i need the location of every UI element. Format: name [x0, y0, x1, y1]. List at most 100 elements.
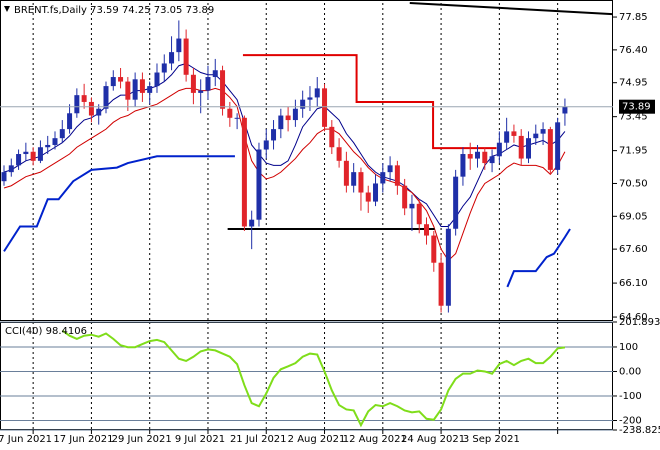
- candle-body: [30, 151, 36, 161]
- candle-body: [431, 235, 437, 263]
- cci-panel: [0, 322, 613, 430]
- candle-body: [460, 154, 466, 177]
- candle-body: [482, 151, 488, 164]
- candle-body: [161, 63, 167, 73]
- y-tick-label: -100: [619, 391, 642, 402]
- candle-body: [1, 172, 7, 182]
- x-tick-label: 12 Aug 2021: [343, 434, 407, 445]
- candle-body: [387, 165, 393, 173]
- candle-body: [343, 160, 349, 186]
- candle-body: [445, 228, 451, 306]
- candle-body: [475, 151, 481, 159]
- candle-body: [190, 74, 196, 93]
- y-tick-label: 76.40: [619, 45, 648, 56]
- indicator-line: [3, 87, 566, 262]
- candle-body: [227, 108, 233, 118]
- y-tick-label: 70.50: [619, 178, 648, 189]
- candle-body: [562, 106, 568, 114]
- candle-body: [154, 72, 160, 87]
- candle-body: [394, 165, 400, 186]
- x-tick-label: 29 Jun 2021: [112, 434, 172, 445]
- y-tick-label: 201.8937: [619, 317, 660, 328]
- candle-body: [496, 142, 502, 157]
- cci-header: CCI(40) 98.4106: [5, 326, 87, 337]
- chart-header: BRENT.fs,Daily 73.59 74.25 73.05 73.89: [14, 5, 214, 16]
- price-panel: [0, 0, 613, 321]
- candle-body: [322, 88, 328, 127]
- last-high: 74.25: [122, 5, 151, 16]
- indicator-line: [242, 54, 497, 150]
- candle-body: [125, 81, 131, 100]
- candle-body: [438, 262, 444, 306]
- candle-body: [307, 97, 313, 100]
- candle-body: [132, 79, 138, 100]
- candle-body: [234, 117, 240, 119]
- x-tick-label: 17 Jun 2021: [53, 434, 113, 445]
- y-tick-label: 100: [619, 342, 638, 353]
- plot-layer: [0, 2, 613, 431]
- candle-body: [74, 95, 80, 114]
- candle-body: [16, 154, 22, 166]
- y-tick-label: 0.00: [619, 366, 641, 377]
- candle-body: [292, 108, 298, 121]
- candle-body: [358, 172, 364, 193]
- candle-body: [511, 131, 517, 136]
- candle-body: [103, 86, 109, 109]
- candle-body: [555, 122, 561, 170]
- candle-body: [8, 165, 14, 173]
- candle-body: [300, 99, 306, 109]
- y-tick-label: 73.45: [619, 112, 648, 123]
- candle-body: [263, 140, 269, 150]
- candle-body: [271, 129, 277, 141]
- candle-body: [540, 129, 546, 134]
- candle-body: [504, 131, 510, 143]
- y-tick-label: 69.05: [619, 211, 648, 222]
- indicator-line: [409, 2, 613, 16]
- candle-body: [314, 88, 320, 98]
- indicator-line: [506, 228, 571, 288]
- candle-body: [256, 149, 262, 220]
- symbol-icon: [4, 6, 10, 12]
- candle-body: [249, 219, 255, 227]
- candle-body: [52, 138, 58, 145]
- indicator-line: [3, 155, 235, 252]
- candle-body: [205, 77, 211, 91]
- candle-body: [373, 183, 379, 202]
- candle-body: [241, 117, 247, 227]
- candle-body: [285, 115, 291, 121]
- candle-body: [118, 77, 124, 82]
- candle-body: [139, 79, 145, 93]
- candle-body: [533, 133, 539, 139]
- candle-body: [525, 138, 531, 159]
- y-tick-label: 77.85: [619, 12, 648, 23]
- candle-body: [169, 52, 175, 64]
- candle-body: [198, 90, 204, 93]
- candle-body: [88, 101, 94, 116]
- candle-body: [329, 126, 335, 148]
- candle-body: [212, 70, 218, 78]
- x-tick-label: 9 Jul 2021: [175, 434, 225, 445]
- candle-body: [147, 86, 153, 93]
- x-tick-label: 2 Aug 2021: [288, 434, 346, 445]
- price-box: [619, 99, 655, 114]
- candle-body: [96, 108, 102, 116]
- candle-body: [278, 115, 284, 130]
- candle-body: [67, 113, 73, 130]
- y-tick-label: 66.10: [619, 278, 648, 289]
- x-tick-label: 21 Jul 2021: [230, 434, 287, 445]
- candle-body: [45, 144, 51, 148]
- y-tick-label: 71.95: [619, 146, 648, 157]
- cci-title: CCI(40): [5, 326, 43, 337]
- last-low: 73.05: [154, 5, 183, 16]
- candle-body: [59, 129, 65, 139]
- candle-body: [453, 176, 459, 229]
- y-tick-label: 74.95: [619, 78, 648, 89]
- candle-body: [23, 151, 29, 155]
- cci-line: [61, 329, 566, 428]
- candle-body: [176, 38, 182, 53]
- last-open: 73.59: [90, 5, 119, 16]
- candle-body: [518, 135, 524, 159]
- candle-body: [81, 95, 87, 102]
